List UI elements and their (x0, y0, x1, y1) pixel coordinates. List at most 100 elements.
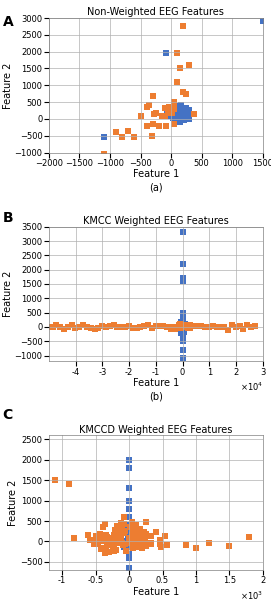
Point (102, 149, 106, 159)
Point (121, 512, 126, 522)
Point (186, 320, 191, 330)
Point (126, 534, 131, 544)
Point (180, 322, 185, 331)
Point (127, 553, 131, 563)
Point (124, 539, 128, 548)
Point (192, 321, 196, 331)
Point (138, 111, 143, 121)
Point (175, 110, 179, 119)
Point (176, 110, 180, 119)
Point (177, 103, 181, 113)
Point (170, 107, 175, 117)
Point (173, 108, 177, 118)
Point (234, 322, 238, 332)
Point (178, 322, 182, 331)
Point (180, 110, 184, 119)
Point (165, 540, 170, 550)
Point (142, 527, 147, 537)
Point (181, 110, 185, 120)
Point (215, 322, 219, 331)
Point (188, 323, 192, 332)
Point (143, 517, 148, 527)
Point (128, 533, 132, 542)
Title: KMCC Weighted EEG Features: KMCC Weighted EEG Features (83, 216, 229, 226)
Point (165, 322, 169, 332)
Point (125, 536, 130, 545)
Point (180, 320, 185, 329)
Point (173, 105, 177, 115)
Point (177, 106, 181, 115)
Point (180, 259, 185, 269)
Point (122, 528, 127, 538)
Point (136, 536, 140, 545)
Text: B: B (3, 211, 13, 225)
Point (139, 537, 144, 547)
Point (178, 64, 182, 73)
Point (67, 479, 71, 489)
Point (104, 322, 108, 331)
Point (134, 532, 138, 542)
Point (135, 530, 140, 539)
Point (181, 328, 185, 337)
Point (104, 541, 109, 550)
Point (117, 538, 121, 547)
Point (182, 320, 186, 330)
Point (150, 323, 154, 333)
Point (180, 109, 185, 119)
Point (174, 109, 178, 118)
Point (179, 323, 183, 332)
Point (98, 529, 102, 539)
Point (132, 541, 136, 550)
Point (180, 308, 185, 317)
Point (178, 319, 183, 328)
Point (125, 536, 130, 545)
Point (168, 111, 172, 121)
Point (167, 106, 171, 116)
Point (175, 109, 179, 119)
X-axis label: Feature 1: Feature 1 (133, 378, 179, 388)
Point (158, 539, 162, 548)
Text: C: C (3, 408, 13, 422)
Point (187, 106, 192, 115)
Point (134, 323, 139, 333)
Point (172, 108, 177, 118)
Point (126, 535, 131, 545)
Point (130, 537, 134, 547)
Point (140, 544, 144, 553)
Point (104, 544, 108, 553)
Point (127, 563, 131, 573)
Point (102, 530, 107, 539)
Point (182, 319, 186, 329)
Point (181, 325, 185, 335)
Point (122, 542, 126, 551)
Point (173, 106, 177, 115)
Point (127, 527, 131, 537)
Point (173, 106, 178, 115)
Point (131, 535, 136, 544)
Point (180, 319, 184, 328)
Point (179, 106, 183, 116)
Point (176, 113, 180, 123)
Point (89, 323, 93, 333)
Point (153, 321, 158, 331)
Point (174, 109, 178, 118)
Point (175, 106, 179, 116)
Point (180, 311, 185, 320)
Point (120, 538, 124, 548)
Point (93, 531, 98, 541)
Point (53, 475, 58, 485)
Point (199, 322, 204, 331)
Point (181, 326, 185, 335)
Point (182, 327, 186, 337)
Point (183, 107, 188, 117)
Point (181, 322, 186, 331)
Point (166, 108, 170, 118)
Point (184, 322, 188, 331)
Point (92, 324, 97, 334)
Point (180, 325, 185, 335)
Point (119, 530, 124, 540)
Point (139, 531, 144, 541)
Point (173, 109, 178, 118)
Point (96, 534, 101, 544)
Text: A: A (3, 15, 14, 29)
